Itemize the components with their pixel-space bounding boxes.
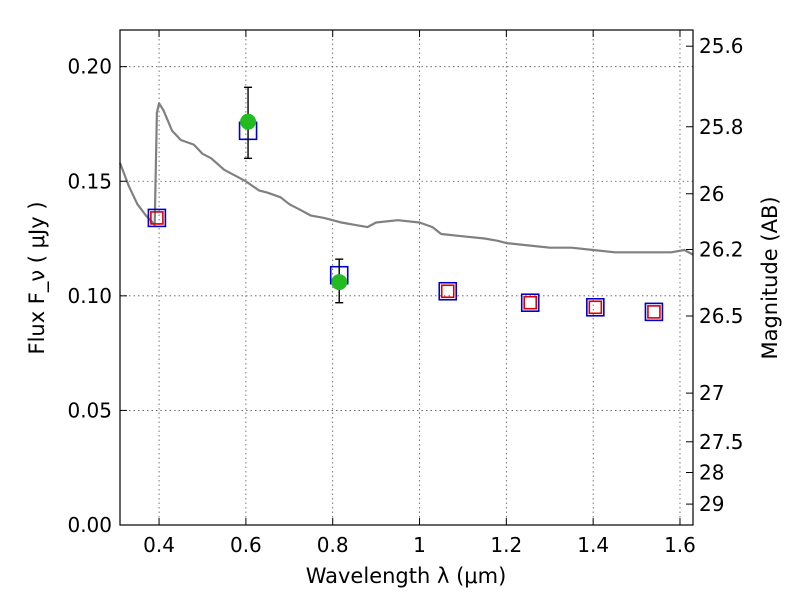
grid-lines (120, 30, 693, 526)
y-tick-label: 0.00 (67, 513, 112, 537)
y-tick-label: 0.10 (67, 284, 112, 308)
x-tick-label: 1.6 (664, 533, 696, 557)
y2-tick-label: 26 (699, 182, 724, 206)
y2-tick-label: 25.8 (699, 115, 744, 139)
y-tick-label: 0.15 (67, 169, 112, 193)
model-photometry-square (520, 293, 540, 313)
x-tick-label: 1.2 (490, 533, 522, 557)
y-tick-label: 0.05 (67, 398, 112, 422)
y-tick-label: 0.20 (67, 55, 112, 79)
model-photometry-square (586, 297, 605, 317)
plot-frame (119, 29, 694, 526)
observed-point (240, 113, 257, 130)
tick-labels: 0.4 0.6 0.8 1 1.2 1.4 1.6 0.00 0.05 0.10 0.15 0.20 2… (67, 34, 743, 557)
model-photometry-square (438, 281, 458, 301)
x-tick-label: 0.8 (317, 533, 349, 557)
x-tick-label: 0.6 (230, 533, 262, 557)
predicted-flux-square (440, 284, 455, 299)
y2-tick-label: 25.6 (699, 34, 744, 58)
predicted-flux-square (150, 211, 164, 225)
predicted-flux-square (588, 300, 603, 315)
model-photometry-square (644, 302, 664, 322)
x-tick-label: 0.4 (143, 533, 175, 557)
x-tick-label: 1 (413, 533, 426, 557)
x-tick-label: 1.4 (577, 533, 609, 557)
y2-tick-label: 29 (699, 492, 724, 516)
model-photometry-square (147, 208, 167, 228)
y2-tick-label: 28 (699, 461, 724, 485)
y2-tick-label: 27 (699, 381, 724, 405)
axis-ticks (120, 30, 693, 526)
y-axis-title: Flux F_ν ( μJy ) (25, 201, 50, 354)
x-axis-title: Wavelength λ (μm) (306, 564, 507, 588)
sed-polyline (118, 102, 694, 256)
predicted-flux-square (523, 295, 538, 310)
predicted-flux-square (647, 305, 661, 319)
observed-point (331, 274, 348, 291)
markers (147, 86, 664, 322)
model-sed-line (118, 102, 694, 256)
y2-tick-label: 26.2 (699, 237, 744, 261)
y2-tick-label: 27.5 (699, 430, 744, 454)
y2-tick-label: 26.5 (699, 304, 744, 328)
y2-axis-title: Magnitude (AB) (758, 196, 782, 359)
